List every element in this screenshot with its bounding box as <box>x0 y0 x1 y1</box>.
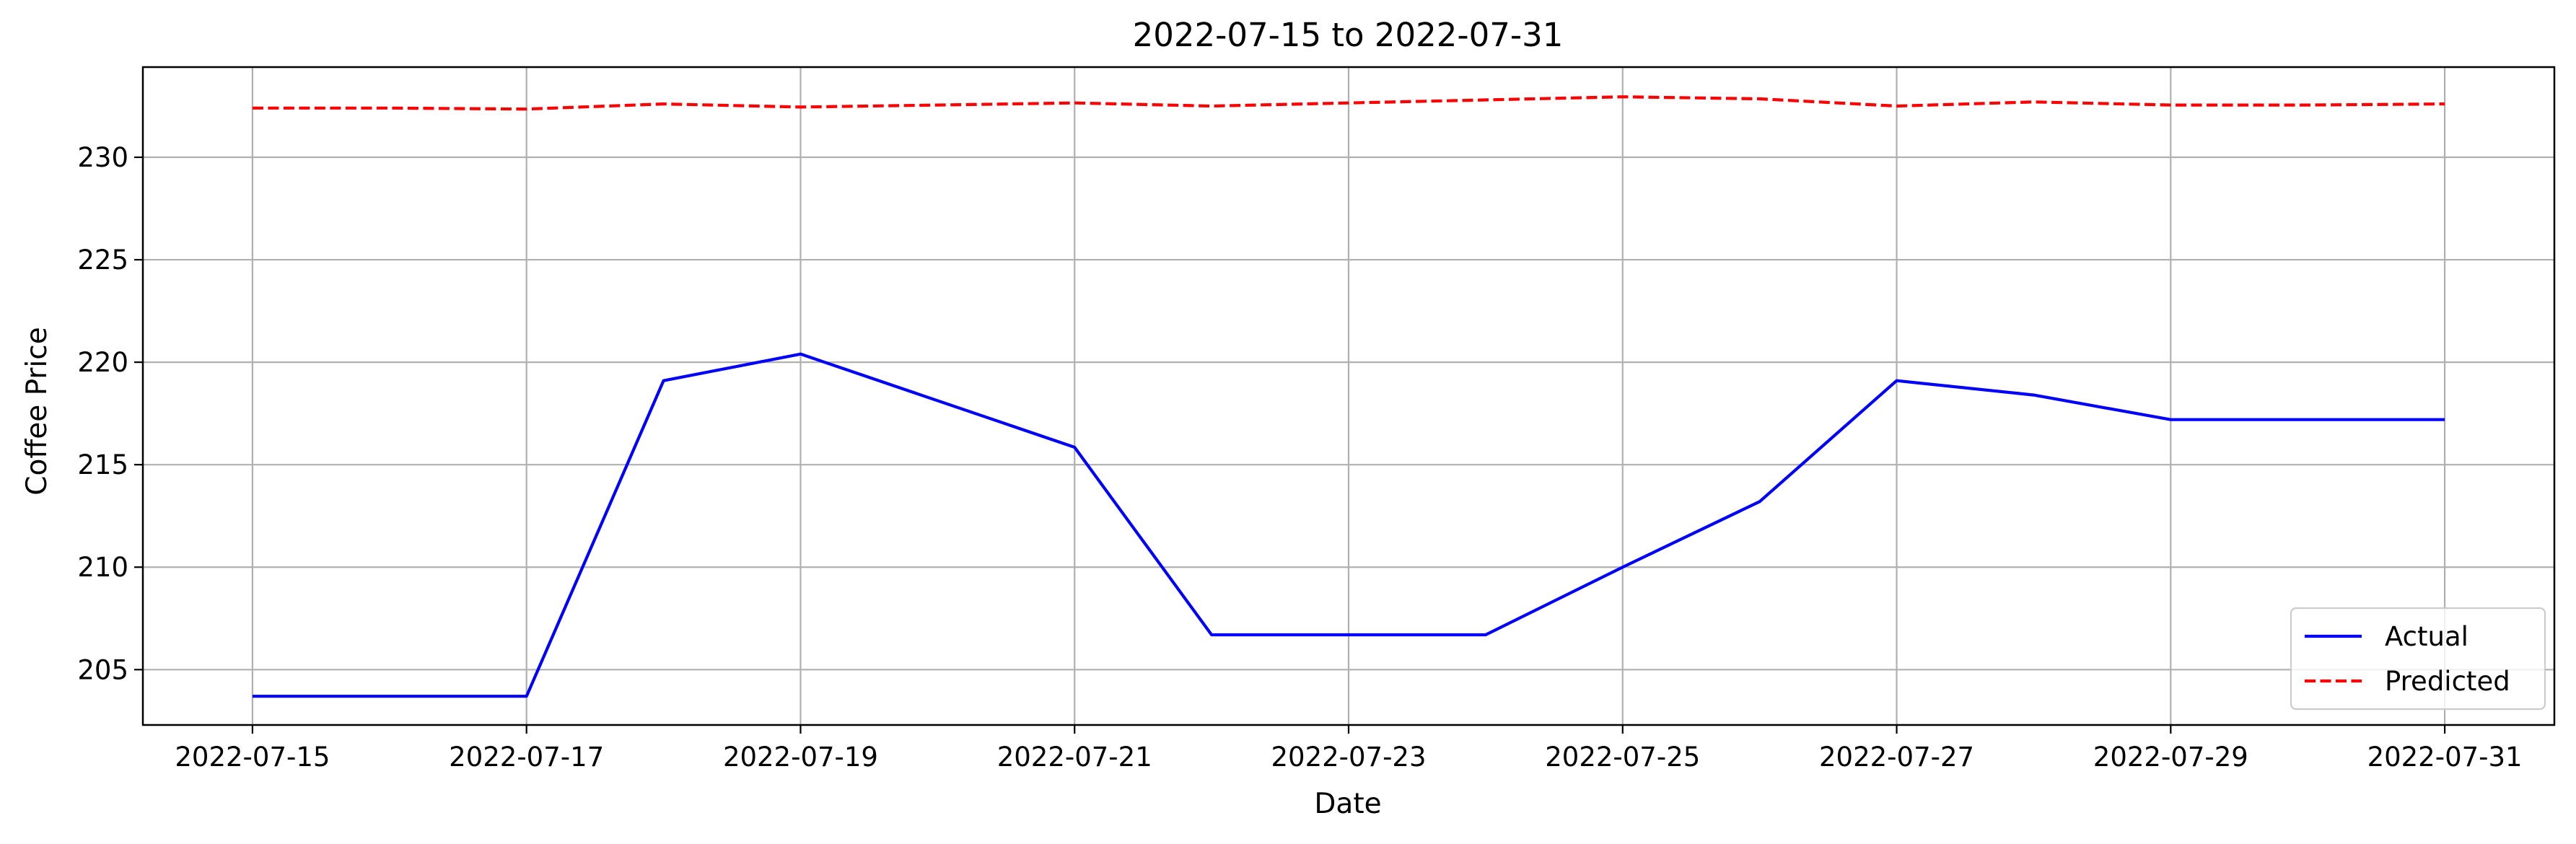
chart-title: 2022-07-15 to 2022-07-31 <box>1133 16 1564 54</box>
x-tick-label: 2022-07-15 <box>175 742 330 773</box>
x-axis: 2022-07-15 2022-07-17 2022-07-19 2022-07-21… <box>175 725 2523 773</box>
grid <box>143 67 2554 725</box>
x-tick-label: 2022-07-31 <box>2367 742 2523 773</box>
legend-box <box>2290 607 2546 711</box>
legend-label-actual: Actual <box>2385 621 2468 652</box>
x-tick-label: 2022-07-19 <box>723 742 878 773</box>
y-axis-label: Coffee Price <box>21 327 53 496</box>
series-line-actual <box>252 352 2445 698</box>
series-line-predicted <box>252 95 2445 111</box>
x-tick-label: 2022-07-21 <box>997 742 1152 773</box>
x-tick-label: 2022-07-25 <box>1545 742 1700 773</box>
x-tick-label: 2022-07-29 <box>2093 742 2248 773</box>
x-tick-label: 2022-07-17 <box>449 742 604 773</box>
y-tick-label: 230 <box>77 142 128 173</box>
x-tick-label: 2022-07-27 <box>1819 742 1974 773</box>
y-tick-label: 210 <box>77 552 128 583</box>
legend-label-predicted: Predicted <box>2385 666 2510 697</box>
legend: Actual Predicted <box>2290 607 2546 711</box>
x-tick-label: 2022-07-23 <box>1271 742 1426 773</box>
y-tick-label: 220 <box>77 347 128 378</box>
y-tick-label: 225 <box>77 245 128 276</box>
x-axis-label: Date <box>1314 788 1381 820</box>
y-tick-label: 215 <box>77 449 128 480</box>
series-lines <box>252 95 2445 698</box>
y-axis: 205 210 215 220 225 230 <box>77 142 143 685</box>
y-tick-label: 205 <box>77 654 128 685</box>
